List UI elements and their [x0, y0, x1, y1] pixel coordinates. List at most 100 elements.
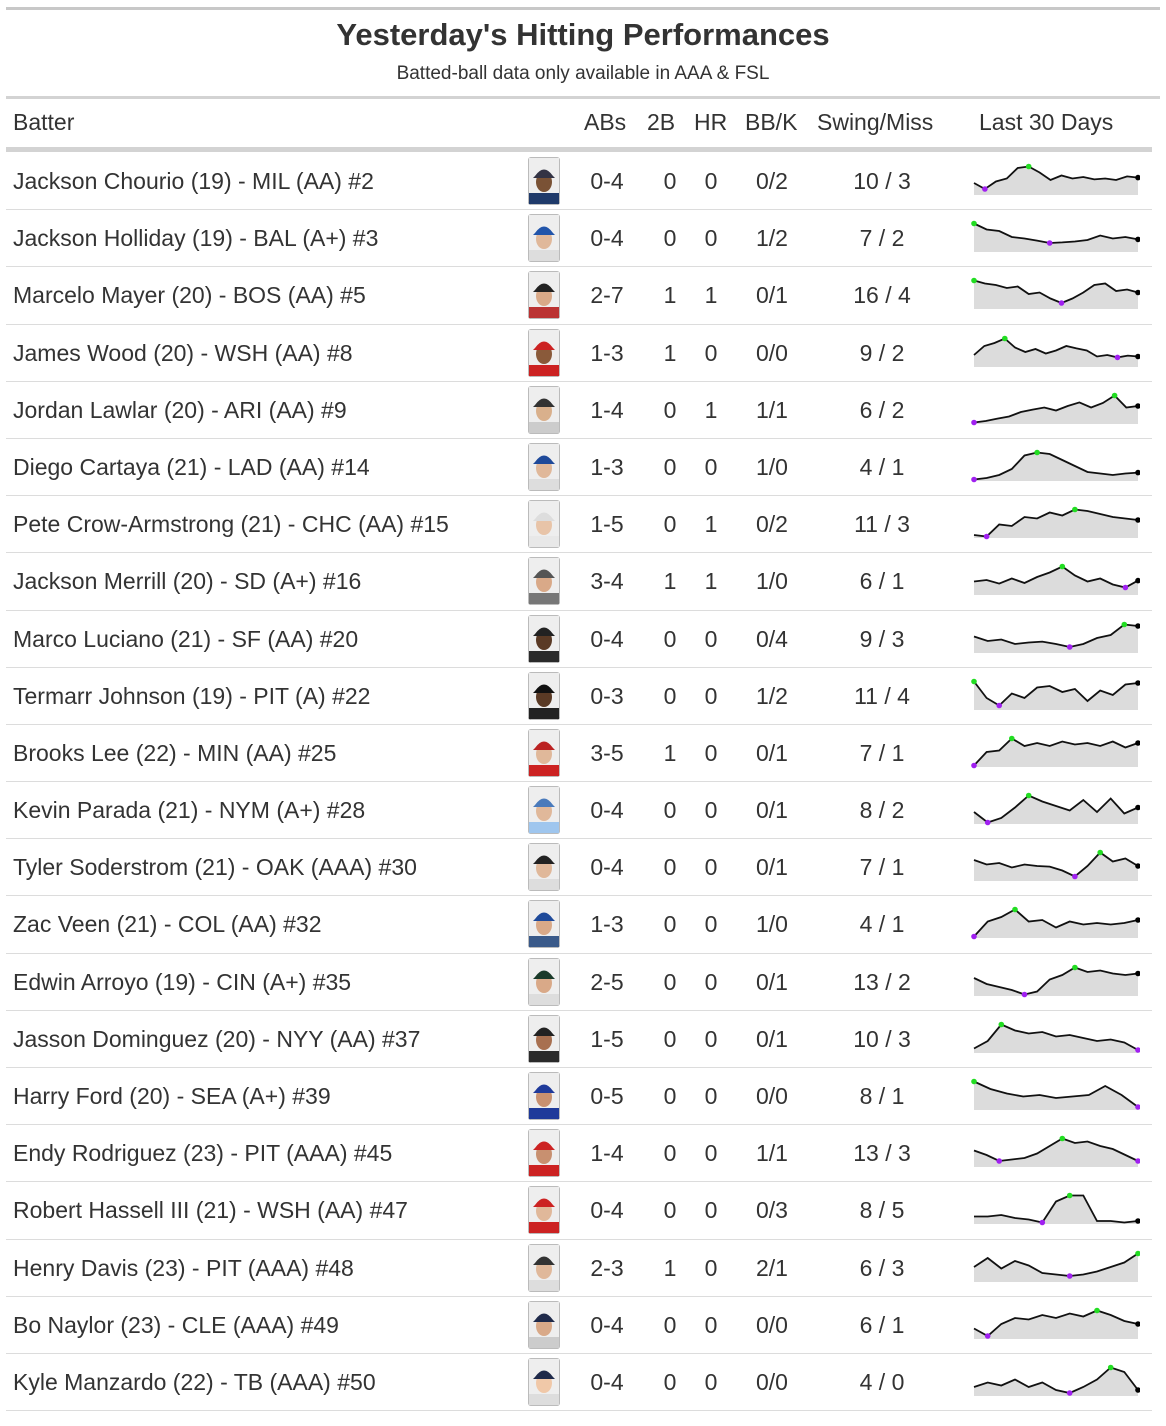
last-30-days-sparkline [970, 786, 1141, 834]
sparkline-low-point [971, 419, 977, 426]
table-row: Marcelo Mayer (20) - BOS (AA) #5 2-7 1 1 0/1… [6, 267, 1152, 325]
sparkline-area [974, 280, 1138, 310]
sparkline-line [973, 565, 1139, 589]
swing-miss: 8 / 2 [859, 797, 905, 824]
sparkline-area [974, 967, 1138, 996]
sparkline-line [973, 222, 1139, 245]
batter-name: Jackson Chourio (19) - MIL (AA) #2 [13, 168, 374, 194]
player-photo [528, 671, 560, 720]
doubles: 0 [663, 453, 677, 480]
sparkline-high-point [1121, 621, 1128, 627]
last-30-days-sparkline [970, 843, 1141, 891]
player-photo-image [528, 1186, 560, 1235]
player-photo [528, 385, 560, 434]
sparkline-last-point [1135, 290, 1141, 296]
sparkline-line [973, 508, 1139, 538]
batter-name: Marco Luciano (21) - SF (AA) #20 [13, 625, 359, 652]
doubles: 0 [663, 625, 677, 652]
sparkline-high-point [1066, 1193, 1073, 1199]
batter-name: Kevin Parada (21) - NYM (A+) #28 [13, 797, 366, 824]
walks-strikeouts: 0/4 [756, 625, 788, 652]
batter-name: Jackson Holliday (19) - BAL (A+) #3 [13, 225, 379, 252]
sparkline-low-point [1114, 354, 1121, 360]
sparkline-svg [973, 1135, 1141, 1168]
sparkline-svg [973, 335, 1141, 367]
sparkline-area [974, 795, 1138, 825]
doubles: 1 [663, 568, 677, 595]
player-photo [528, 1014, 560, 1063]
batter-name: Brooks Lee (22) - MIN (AA) #25 [13, 739, 337, 766]
sparkline-area [974, 1081, 1138, 1110]
doubles: 1 [663, 1254, 677, 1281]
swing-miss: 8 / 5 [859, 1197, 905, 1224]
home-runs: 0 [704, 1197, 718, 1224]
last-30-days-sparkline [970, 1129, 1141, 1177]
at-bats: 0-3 [590, 682, 624, 709]
sparkline-low-point [996, 702, 1002, 708]
sparkline-svg [971, 220, 1141, 253]
batter-name: Diego Cartaya (21) - LAD (AA) #14 [13, 453, 370, 480]
sparkline-svg [971, 678, 1141, 710]
header-bbk: BB/K [745, 109, 798, 135]
doubles: 1 [663, 339, 677, 366]
sparkline-low-point [984, 1332, 991, 1339]
player-photo [528, 1072, 560, 1120]
sparkline-high-point [1107, 1364, 1114, 1371]
at-bats: 3-5 [590, 739, 624, 766]
table-row: Kyle Manzardo (22) - TB (AAA) #50 0-4 0 0 0/… [6, 1354, 1152, 1412]
home-runs: 0 [704, 854, 718, 881]
header-abs: ABs [584, 109, 627, 135]
player-photo [528, 728, 560, 777]
table-title: Yesterday's Hitting Performances [336, 17, 830, 52]
sparkline-low-point [1066, 1390, 1073, 1396]
table-subtitle: Batted-ball data only available in AAA &… [396, 63, 770, 84]
sparkline-line [973, 737, 1139, 766]
walks-strikeouts: 0/0 [756, 1311, 788, 1338]
table-row: Jasson Dominguez (20) - NYY (AA) #37 1-5 0… [6, 1011, 1152, 1068]
sparkline-svg [973, 1250, 1141, 1282]
last-30-days-sparkline [970, 214, 1141, 262]
sparkline-svg [971, 907, 1141, 940]
sparkline-low-point [971, 476, 977, 483]
walks-strikeouts: 0/1 [756, 797, 788, 824]
doubles: 0 [663, 396, 677, 423]
last-30-days-sparkline [970, 729, 1141, 777]
sparkline-high-point [971, 278, 977, 284]
sparkline-area [974, 852, 1138, 882]
player-photo [528, 500, 560, 549]
sparkline-high-point [1025, 163, 1032, 170]
walks-strikeouts: 2/1 [756, 1254, 788, 1281]
player-photo [528, 1357, 560, 1406]
last-30-days-sparkline [970, 1072, 1141, 1120]
doubles: 0 [663, 1197, 677, 1224]
sparkline-last-point [1135, 1104, 1141, 1110]
sparkline-area [974, 1195, 1138, 1225]
batter-name: James Wood (20) - WSH (AA) #8 [13, 339, 353, 366]
batter-name: Harry Ford (20) - SEA (A+) #39 [13, 1083, 331, 1109]
at-bats: 0-4 [590, 625, 624, 652]
swing-miss: 13 / 3 [853, 1140, 911, 1167]
swing-miss: 7 / 1 [859, 739, 905, 766]
sparkline-high-point [1009, 735, 1015, 742]
table-row: Endy Rodriguez (23) - PIT (AAA) #45 1-4 0 0… [6, 1125, 1152, 1183]
doubles: 0 [663, 1083, 677, 1109]
at-bats: 0-4 [590, 1197, 624, 1224]
swing-miss: 16 / 4 [853, 282, 911, 309]
batter-name: Henry Davis (23) - PIT (AAA) #48 [13, 1254, 354, 1281]
sparkline-last-point [1135, 863, 1141, 870]
batter-name: Jasson Dominguez (20) - NYY (AA) #37 [13, 1025, 421, 1052]
sparkline-last-point [1135, 353, 1141, 359]
sparkline-line [973, 851, 1139, 878]
sparkline-line [973, 908, 1139, 938]
home-runs: 0 [704, 1311, 718, 1338]
sparkline-area [974, 624, 1138, 653]
last-30-days-sparkline [970, 386, 1141, 434]
player-photo-image [528, 843, 560, 892]
sparkline-line [973, 394, 1139, 424]
sparkline-svg [973, 849, 1141, 882]
walks-strikeouts: 0/2 [756, 511, 788, 538]
player-photo-image [528, 900, 560, 949]
last-30-days-sparkline [970, 157, 1141, 205]
home-runs: 0 [704, 1368, 718, 1395]
at-bats: 2-7 [590, 282, 624, 309]
